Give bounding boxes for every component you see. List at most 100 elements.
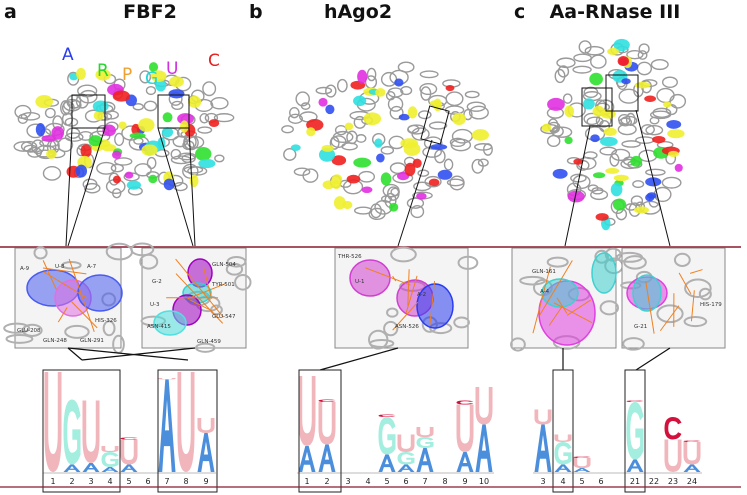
rna-stick bbox=[175, 258, 224, 318]
rna-stick bbox=[690, 290, 695, 322]
helix-ribbon bbox=[368, 207, 386, 221]
binding-pocket-blob bbox=[80, 144, 92, 158]
binding-pocket-blob bbox=[208, 119, 220, 128]
binding-pocket-blob bbox=[403, 142, 421, 156]
helix-ribbon bbox=[418, 110, 432, 120]
binding-pocket-blob bbox=[621, 78, 631, 85]
position-number: 1 bbox=[304, 477, 309, 486]
logo-letter-A bbox=[475, 424, 493, 472]
binding-pocket-blob bbox=[325, 104, 335, 115]
helix-ribbon bbox=[300, 102, 311, 110]
helix-ribbon bbox=[387, 87, 404, 98]
binding-pocket-blob bbox=[376, 153, 385, 163]
zoom-box-c2 bbox=[605, 74, 639, 112]
helix-ribbon bbox=[210, 96, 229, 110]
residue-label: G-21 bbox=[634, 324, 647, 330]
logo-letter-U bbox=[298, 376, 316, 446]
position-number: 24 bbox=[687, 477, 697, 486]
zoom-box-a1 bbox=[71, 94, 106, 129]
surface-blob bbox=[416, 283, 454, 329]
helix-ribbon bbox=[44, 107, 56, 119]
rna-stick bbox=[659, 305, 680, 332]
helix-ribbon bbox=[42, 165, 62, 181]
binding-pocket-blob bbox=[610, 182, 623, 197]
helix-ribbon bbox=[64, 117, 79, 127]
helix-ribbon bbox=[466, 101, 486, 112]
binding-pocket-blob bbox=[374, 138, 383, 148]
binding-pocket-blob bbox=[645, 177, 662, 187]
binding-pocket-blob bbox=[595, 213, 609, 221]
binding-pocket-blob bbox=[646, 192, 657, 199]
binding-pocket-blob bbox=[69, 72, 79, 81]
binding-pocket-blob bbox=[600, 136, 618, 147]
helix-ribbon bbox=[665, 104, 678, 116]
binding-pocket-blob bbox=[51, 126, 65, 140]
helix-ribbon bbox=[288, 113, 304, 124]
binding-pocket-blob bbox=[75, 164, 88, 178]
position-number: 9 bbox=[203, 477, 208, 486]
helix-ribbon bbox=[645, 124, 664, 136]
helix-ribbon bbox=[332, 130, 354, 144]
binding-pocket-blob bbox=[162, 112, 173, 123]
helix-ribbon bbox=[315, 86, 333, 95]
binding-pocket-blob bbox=[394, 78, 404, 87]
rna-stick bbox=[57, 307, 68, 323]
residue-label: G-2 bbox=[152, 279, 162, 285]
logo-letter-A bbox=[120, 464, 138, 472]
binding-pocket-blob bbox=[617, 56, 630, 67]
residue-label: A-4 bbox=[540, 289, 550, 295]
helix-ribbon bbox=[325, 84, 337, 98]
position-number: 8 bbox=[183, 477, 188, 486]
position-number: 2 bbox=[69, 477, 74, 486]
helix-ribbon bbox=[618, 88, 640, 104]
binding-pocket-blob bbox=[102, 124, 116, 137]
helix-ribbon bbox=[334, 124, 348, 136]
logo-letter-A bbox=[82, 463, 100, 472]
rna-stick bbox=[405, 275, 418, 313]
logo-letter-U bbox=[318, 402, 336, 445]
binding-pocket-blob bbox=[589, 72, 603, 86]
helix-ribbon bbox=[661, 76, 678, 88]
logo-letter-C bbox=[573, 456, 591, 458]
logo-letter-C bbox=[456, 400, 474, 405]
helix-ribbon bbox=[132, 103, 144, 111]
logo-letter-A bbox=[397, 464, 415, 472]
helix-ribbon bbox=[199, 113, 210, 124]
helix-ribbon bbox=[13, 141, 34, 152]
helix-ribbon bbox=[5, 333, 34, 344]
helix-ribbon bbox=[562, 93, 573, 104]
logo-letter-A bbox=[554, 464, 572, 472]
helix-ribbon bbox=[406, 197, 425, 209]
helix-ribbon bbox=[3, 322, 31, 334]
motif-boxes bbox=[42, 369, 646, 493]
helix-ribbon bbox=[293, 167, 311, 177]
helix-ribbon bbox=[389, 105, 404, 120]
rna-stick bbox=[566, 299, 591, 316]
binding-pocket-blob bbox=[666, 120, 682, 129]
binding-pocket-blob bbox=[112, 175, 121, 184]
inset-panel: THR-526 U-1 A-2 ASN-526 bbox=[334, 246, 479, 350]
binding-pocket-blob bbox=[346, 174, 361, 184]
binding-pocket-blob bbox=[169, 76, 184, 88]
logo-letter-U bbox=[573, 458, 591, 468]
helix-ribbon bbox=[61, 261, 82, 270]
surface-blob bbox=[591, 252, 617, 294]
helix-ribbon bbox=[31, 139, 45, 155]
helix-ribbon bbox=[622, 337, 645, 351]
helix-ribbon bbox=[583, 112, 601, 126]
binding-pocket-blob bbox=[412, 158, 422, 168]
logo-letter-G bbox=[554, 442, 572, 465]
helix-ribbon bbox=[355, 134, 367, 143]
residue-label: U-8 bbox=[55, 264, 65, 270]
binding-pocket-blob bbox=[306, 127, 316, 137]
binding-pocket-blob bbox=[138, 118, 155, 132]
helix-ribbon bbox=[599, 146, 618, 156]
residue-label: A-2 bbox=[417, 292, 426, 298]
binding-pocket-blob bbox=[380, 172, 392, 186]
binding-pocket-blob bbox=[148, 174, 158, 184]
position-number: 21 bbox=[630, 477, 640, 486]
helix-ribbon bbox=[214, 154, 225, 163]
residue-label: GLU-547 bbox=[212, 314, 236, 320]
helix-ribbon bbox=[578, 40, 592, 54]
hago2-structure bbox=[281, 61, 493, 221]
